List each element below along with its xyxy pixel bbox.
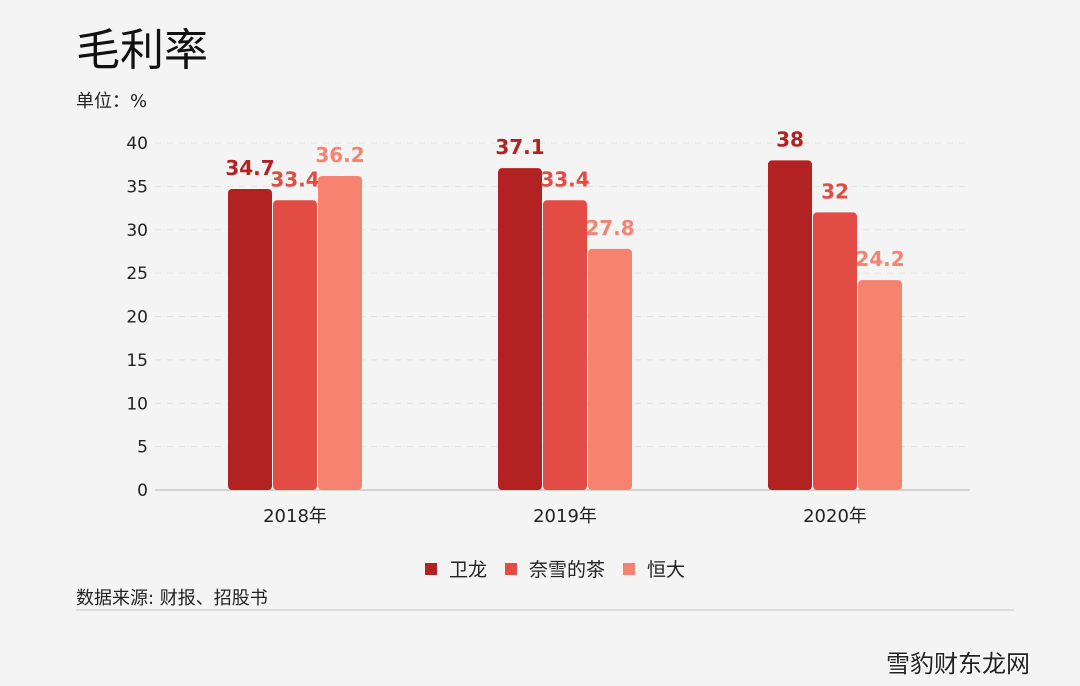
bar — [768, 160, 812, 490]
unit-label: 单位：% — [76, 91, 148, 112]
watermark: 雪豹财东龙网 — [886, 650, 1030, 678]
y-tick-label: 25 — [126, 264, 148, 284]
legend-swatch — [504, 562, 517, 575]
bar — [318, 175, 362, 490]
bar — [273, 200, 317, 490]
x-tick-label: 2018年 — [263, 506, 327, 527]
bar — [228, 188, 272, 491]
bar — [588, 248, 632, 490]
data-label: 33.4 — [270, 167, 319, 191]
chart-title: 毛利率 — [76, 25, 208, 76]
legend-label: 恒大 — [647, 559, 686, 581]
bar — [543, 200, 587, 490]
y-tick-label: 35 — [126, 177, 148, 197]
y-tick-label: 40 — [126, 134, 148, 154]
legend-item[interactable]: 奈雪的茶 — [504, 555, 605, 582]
legend-item[interactable]: 卫龙 — [424, 555, 487, 582]
data-label: 27.8 — [585, 216, 634, 240]
data-label: 32 — [821, 179, 849, 203]
y-tick-label: 0 — [137, 481, 148, 501]
data-label: 37.1 — [495, 135, 544, 159]
legend-swatch — [424, 562, 437, 575]
data-label: 36.2 — [315, 143, 364, 167]
x-tick-label: 2020年 — [803, 506, 867, 527]
data-label: 24.2 — [855, 247, 904, 271]
y-tick-label: 30 — [126, 221, 148, 241]
y-tick-label: 15 — [126, 351, 148, 371]
bar — [498, 168, 542, 490]
y-tick-label: 5 — [137, 438, 148, 458]
data-label: 34.7 — [225, 156, 274, 180]
divider — [76, 609, 1014, 611]
source-note: 数据来源: 财报、招股书 — [76, 588, 268, 609]
y-tick-label: 10 — [126, 394, 148, 414]
bar — [813, 212, 857, 490]
legend-item[interactable]: 恒大 — [623, 555, 685, 582]
data-label: 33.4 — [540, 167, 589, 191]
legend: 卫龙 奈雪的茶 恒大 — [0, 555, 1080, 582]
data-label: 38 — [776, 127, 804, 151]
x-tick-label: 2019年 — [533, 506, 597, 527]
legend-label: 奈雪的茶 — [528, 559, 605, 581]
bar — [858, 280, 902, 490]
legend-swatch — [623, 562, 635, 575]
y-tick-label: 20 — [126, 308, 148, 328]
legend-label: 卫龙 — [448, 559, 487, 581]
